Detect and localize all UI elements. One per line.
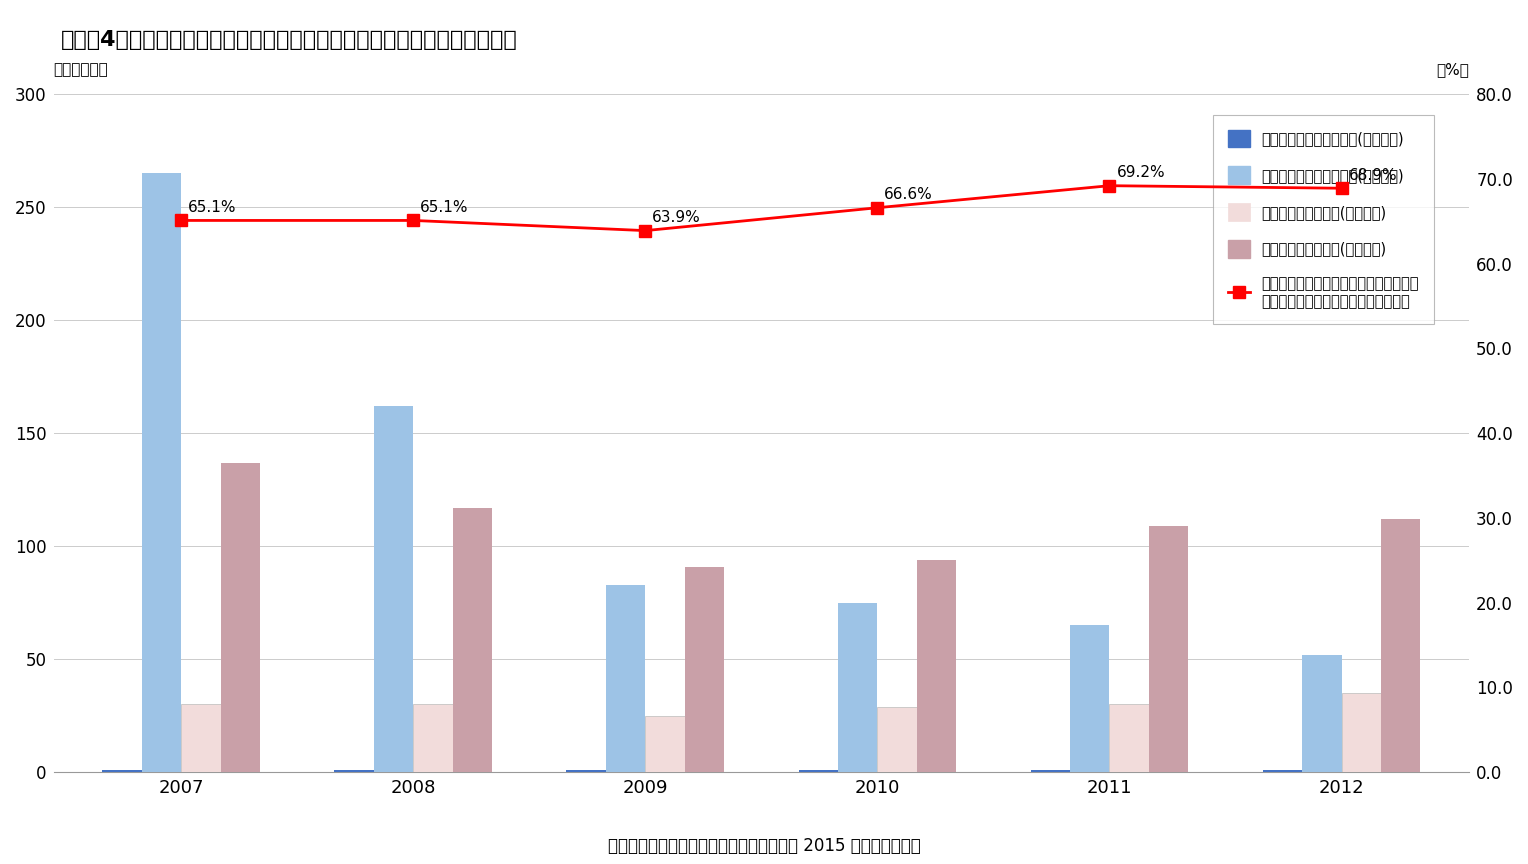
Bar (685, 567, 724, 772)
Bar (799, 770, 837, 772)
Bar (1262, 770, 1302, 772)
Bar (1149, 526, 1189, 772)
Bar (220, 462, 260, 772)
Bar (182, 704, 220, 772)
Legend: ユニットリンク生命保険(平準払い), ユニットリンク生命保険(一時払い), ユニットリンク年金(平準払い), ユニットリンク年金(一時払い), ユニットリンク商: ユニットリンク生命保険(平準払い), ユニットリンク生命保険(一時払い), ユニ… (1213, 115, 1433, 324)
Text: （%）: （%） (1436, 62, 1470, 77)
Bar (1342, 693, 1381, 772)
Bar (1381, 519, 1421, 772)
Bar (1030, 770, 1070, 772)
Bar (567, 770, 607, 772)
Text: （資料）生命保険協会「国際生命保険統計 2015 年版」より作成: （資料）生命保険協会「国際生命保険統計 2015 年版」より作成 (608, 837, 920, 855)
Text: グラフ4　新たに販売されたユニットリンク商品からの新契約保険料の推移: グラフ4 新たに販売されたユニットリンク商品からの新契約保険料の推移 (61, 30, 518, 50)
Text: 66.6%: 66.6% (885, 187, 934, 202)
Bar (917, 560, 957, 772)
Bar (335, 770, 374, 772)
Text: （億ポンド）: （億ポンド） (53, 62, 108, 77)
Text: 69.2%: 69.2% (1117, 165, 1164, 180)
Bar (1070, 626, 1109, 772)
Bar (452, 508, 492, 772)
Text: 65.1%: 65.1% (420, 200, 469, 215)
Bar (877, 707, 917, 772)
Bar (102, 770, 142, 772)
Text: 63.9%: 63.9% (652, 210, 701, 225)
Bar (645, 715, 685, 772)
Text: 68.9%: 68.9% (1349, 168, 1397, 182)
Bar (374, 406, 413, 772)
Bar (413, 704, 452, 772)
Bar (1302, 655, 1342, 772)
Bar (837, 603, 877, 772)
Bar (607, 585, 645, 772)
Bar (1109, 704, 1149, 772)
Text: 65.1%: 65.1% (188, 200, 237, 215)
Bar (142, 174, 182, 772)
